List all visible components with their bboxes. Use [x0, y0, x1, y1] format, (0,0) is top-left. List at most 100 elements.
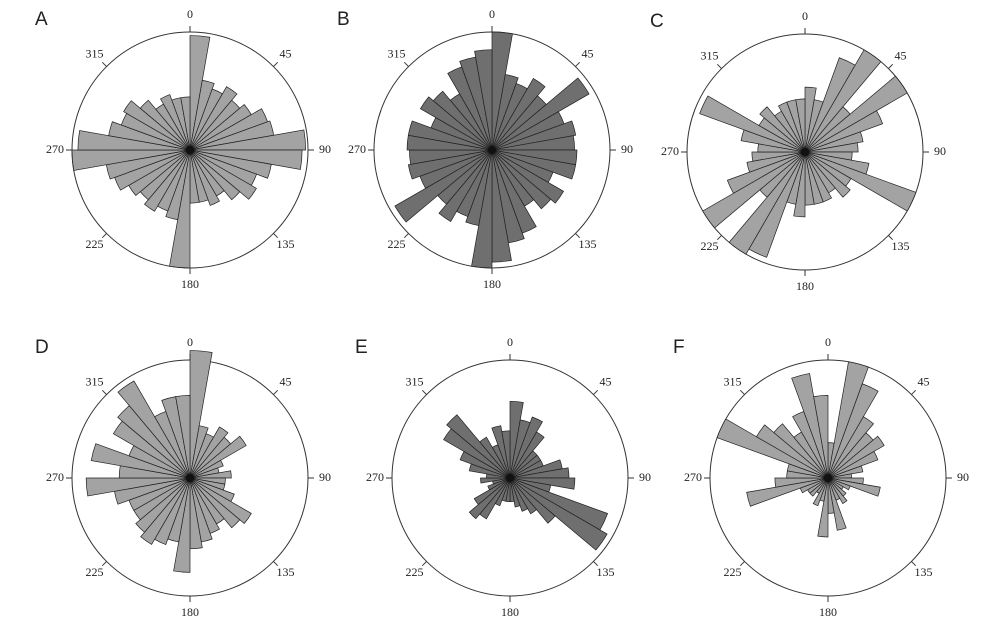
rose-bar [189, 477, 241, 529]
rose-bar [827, 477, 848, 505]
rose-bar [432, 90, 493, 151]
rose-bar [189, 470, 232, 479]
center-dot [506, 474, 514, 482]
theta-tick-label: 315 [388, 46, 406, 60]
theta-tick [101, 561, 107, 567]
theta-tick [273, 61, 279, 67]
rose-bar [143, 149, 191, 212]
rose-bar [716, 418, 829, 479]
theta-tick-label: 270 [348, 142, 366, 156]
theta-tick [403, 233, 409, 239]
rose-bar [813, 395, 829, 479]
rose-bar [804, 151, 917, 212]
rose-panel: A 0 45 90 135 180 225 270 315 [35, 7, 331, 291]
rose-bar [702, 151, 806, 229]
rose-bar [491, 77, 590, 151]
rose-bar [827, 416, 875, 479]
theta-tick [273, 561, 279, 567]
rose-bar [509, 477, 556, 524]
rose-bar [189, 459, 224, 479]
theta-tick-label: 225 [388, 237, 406, 251]
theta-tick [739, 389, 745, 395]
theta-tick [273, 389, 279, 395]
rose-bar [746, 477, 829, 507]
rose-bar [746, 151, 806, 173]
rose-bar [135, 477, 191, 533]
rose-bar [491, 77, 546, 151]
rose-bar [827, 450, 879, 479]
rose-bar [140, 477, 191, 545]
theta-tick-label: 180 [181, 277, 199, 291]
theta-tick-label: 135 [276, 237, 294, 251]
rose-bar [189, 86, 238, 151]
rose-bar [509, 477, 538, 515]
theta-tick-label: 180 [796, 279, 814, 293]
rose-bar [751, 151, 806, 162]
rose-bar [189, 149, 220, 206]
rose-bar [491, 149, 552, 210]
rose-bar [827, 477, 847, 531]
rose-bar [501, 430, 511, 479]
rose-bar [474, 49, 493, 151]
theta-tick [101, 233, 107, 239]
theta-tick-label: 315 [724, 374, 742, 388]
rose-bar [795, 98, 806, 153]
theta-tick-label: 45 [581, 46, 593, 60]
theta-tick-label: 180 [501, 605, 519, 619]
theta-tick-label: 90 [319, 142, 331, 156]
rose-bar [189, 149, 241, 201]
theta-tick-label: 180 [181, 605, 199, 619]
rose-bar [480, 477, 511, 484]
rose-bar [189, 149, 257, 200]
theta-tick [101, 61, 107, 67]
theta-tick-label: 90 [639, 470, 651, 484]
rose-bar [189, 129, 306, 151]
theta-tick-label: 270 [366, 470, 384, 484]
rose-bar [139, 99, 191, 151]
theta-tick [421, 561, 427, 567]
theta-tick-label: 0 [489, 7, 495, 21]
rose-bar [726, 151, 806, 194]
rose-bar [509, 477, 521, 508]
theta-tick-label: 225 [86, 237, 104, 251]
rose-panel: D 0 45 90 135 180 225 270 315 [35, 335, 331, 619]
theta-tick-label: 45 [279, 46, 291, 60]
rose-bar [487, 477, 511, 491]
theta-tick-label: 315 [406, 374, 424, 388]
theta-tick [101, 389, 107, 395]
rose-bar [509, 477, 529, 512]
rose-bar [509, 431, 545, 479]
theta-tick-label: 0 [802, 9, 808, 23]
theta-tick [593, 561, 599, 567]
rose-panel: E 0 45 90 135 180 225 270 315 [355, 335, 651, 619]
theta-tick [716, 235, 722, 241]
theta-tick-label: 270 [684, 470, 702, 484]
theta-tick-label: 135 [891, 239, 909, 253]
rose-bar [407, 149, 493, 180]
rose-bar [446, 414, 511, 479]
theta-tick-label: 315 [86, 374, 104, 388]
rose-bar [394, 149, 493, 223]
rose-bar [827, 465, 864, 479]
center-dot [801, 148, 809, 156]
center-dot [824, 474, 832, 482]
theta-tick [273, 233, 279, 239]
rose-bar [509, 416, 543, 479]
theta-tick-label: 0 [187, 335, 193, 349]
rose-bar [117, 380, 191, 479]
rose-bar [804, 131, 864, 153]
theta-tick-label: 180 [819, 605, 837, 619]
rose-bar [774, 477, 829, 488]
theta-tick-label: 135 [596, 565, 614, 579]
theta-tick-label: 270 [46, 142, 64, 156]
rose-bar [479, 436, 511, 479]
panel-label: C [650, 11, 664, 32]
rose-bar [827, 361, 869, 479]
center-dot [186, 474, 194, 482]
rose-bar [728, 151, 806, 255]
rose-bar [419, 96, 493, 151]
theta-tick-label: 225 [724, 565, 742, 579]
theta-tick [421, 389, 427, 395]
rose-bar [123, 100, 191, 151]
